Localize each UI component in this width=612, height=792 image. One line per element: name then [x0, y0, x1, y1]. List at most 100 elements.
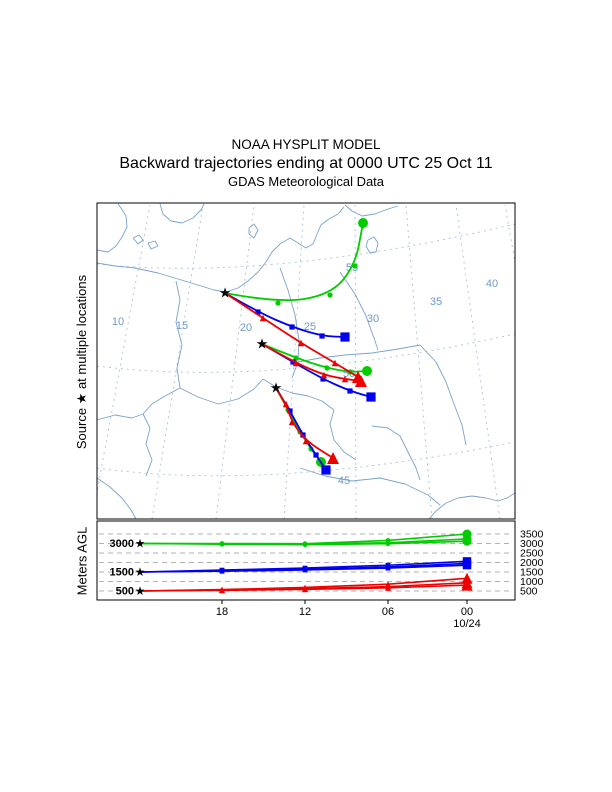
graticule-meridian: [504, 204, 515, 265]
trajectory-marker-triangle: [282, 400, 290, 408]
trajectory-endpoint-square: [321, 465, 331, 475]
height-marker-triangle: [302, 586, 308, 593]
map-feature-bohemia-border-west: [142, 387, 181, 415]
trajectory-marker-square: [320, 376, 326, 382]
trajectory-marker-triangle: [297, 339, 305, 347]
height-frame: [96, 520, 516, 601]
height-marker-triangle: [219, 587, 225, 594]
map-feature-south-baltic-coast: [97, 206, 345, 293]
graticule-label: 30: [367, 313, 379, 325]
trajectory-marker-square: [287, 408, 293, 414]
height-right-label: 1500: [520, 567, 544, 579]
graticule-label: 20: [240, 322, 252, 334]
trajectory-marker-triangle: [320, 371, 328, 379]
height-right-label: 2000: [520, 557, 544, 569]
height-marker-circle: [302, 542, 308, 548]
source-star-icon: ★: [256, 336, 269, 352]
time-tick-label: 18: [216, 606, 228, 618]
graticule-parallel: [97, 333, 515, 373]
map-feature-austria-border: [97, 413, 144, 421]
map-feature-hungary-west-border: [142, 413, 153, 477]
height-marker-circle: [219, 541, 225, 547]
trajectory-marker-circle: [352, 263, 358, 269]
height-marker-triangle: [385, 584, 391, 591]
trajectory-marker-square: [255, 309, 261, 315]
graticule-label: 15: [176, 320, 188, 332]
graticule-label: 40: [486, 278, 498, 290]
graticule-label: 25: [304, 321, 316, 333]
time-tick-label: 06: [382, 606, 394, 618]
graticule-label: 10: [112, 316, 124, 328]
height-right-label: 3000: [520, 538, 544, 550]
height-left-label: 1500: [110, 567, 134, 579]
trajectory-marker-triangle: [259, 314, 267, 322]
trajectory-endpoint-triangle: [327, 452, 339, 464]
trajectory-endpoint-circle: [362, 366, 372, 376]
height-star-icon: ★: [135, 537, 146, 551]
height-right-label: 3500: [520, 529, 544, 541]
graticule-label: 45: [338, 475, 350, 487]
map-content: 10152025303540555045★★★: [97, 203, 515, 519]
map-feature-sweden-south-coast: [159, 203, 205, 224]
map-feature-gulf-of-finland-coast: [344, 204, 399, 217]
map-feature-ukraine-russia-border: [419, 344, 467, 446]
height-star-icon: ★: [135, 565, 146, 579]
trajectory-marker-circle: [275, 300, 281, 306]
map-feature-belarus-ukraine-border: [297, 344, 421, 363]
date-label: 10/24: [453, 618, 481, 630]
height-left-label: 3000: [110, 538, 134, 550]
time-tick-label: 00: [461, 606, 473, 618]
map-feature-denmark-coast: [97, 203, 128, 253]
map-feature-carpathian-border: [262, 378, 335, 411]
height-right-label: 500: [520, 586, 538, 598]
map-feature-baltics-russia-border: [339, 271, 379, 351]
height-marker-square: [385, 565, 391, 571]
map-frame: [96, 202, 516, 520]
height-endpoint-square: [462, 560, 472, 570]
map-feature-danish-island-2: [147, 240, 159, 250]
height-marker-square: [219, 568, 225, 574]
graticule-parallel: [97, 223, 515, 269]
plot-title: Backward trajectories ending at 0000 UTC…: [119, 154, 493, 172]
trajectory-marker-triangle: [341, 375, 349, 383]
trajectory-endpoint-square: [366, 392, 376, 402]
height-marker-square: [302, 567, 308, 573]
height-right-label: 1000: [520, 576, 544, 588]
map-feature-lake-peipus: [365, 236, 379, 254]
time-tick-label: 12: [299, 606, 311, 618]
graticule-meridian: [97, 204, 151, 495]
model-title: NOAA HYSPLIT MODEL: [231, 137, 381, 152]
title-block: NOAA HYSPLIT MODEL Backward trajectories…: [0, 137, 612, 190]
source-star-icon: ★: [219, 285, 232, 301]
graticule-meridian: [405, 204, 433, 519]
graticule-meridian: [215, 204, 255, 519]
map-feature-danish-island: [132, 234, 144, 245]
map-feature-black-sea-coast: [428, 492, 515, 519]
map-feature-moldova-border: [371, 425, 421, 481]
graticule-meridian: [455, 204, 501, 519]
trajectory-endpoint-triangle: [355, 375, 367, 387]
trajectory-marker-circle: [324, 365, 330, 371]
trajectory-marker-square: [313, 452, 319, 458]
height-right-label: 2500: [520, 548, 544, 560]
map-feature-adriatic-coast: [97, 477, 137, 519]
graticule-label: 35: [430, 296, 442, 308]
map-feature-oder-border: [175, 280, 183, 389]
map-feature-pannonia-border: [329, 409, 357, 461]
height-left-label: 500: [116, 586, 134, 598]
trajectory-red: [275, 387, 334, 459]
trajectory-marker-triangle: [331, 359, 339, 367]
trajectory-green: [224, 222, 364, 302]
trajectory-marker-square: [319, 333, 325, 339]
graticule-parallel: [97, 441, 515, 477]
trajectory-marker-triangle: [302, 437, 310, 445]
met-data-subtitle: GDAS Meteorological Data: [227, 173, 385, 189]
trajectory-endpoint-circle: [358, 218, 368, 228]
height-endpoint-circle: [462, 536, 472, 546]
trajectory-marker-square: [347, 388, 353, 394]
trajectory-marker-square: [289, 324, 295, 330]
trajectory-marker-triangle: [292, 359, 300, 367]
height-marker-circle: [385, 541, 391, 547]
